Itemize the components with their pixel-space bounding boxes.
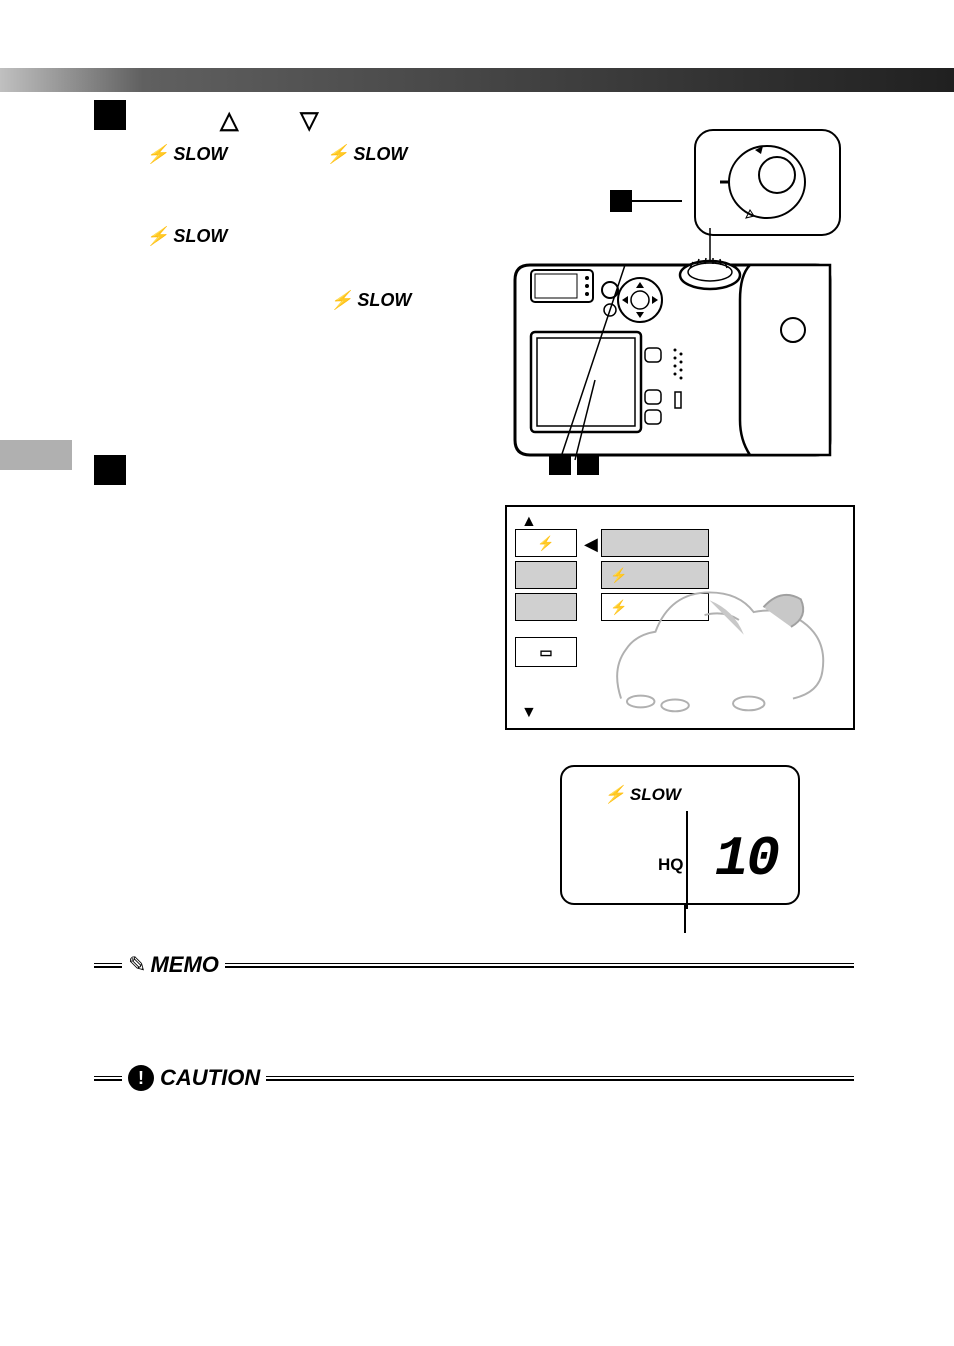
- caution-rule-left: [94, 1076, 122, 1081]
- caution-icon: !: [128, 1065, 154, 1091]
- menu-cell-r1: [515, 561, 577, 589]
- memo-rule-right: [225, 963, 854, 968]
- menu-cell-opt3: ⚡: [601, 593, 709, 621]
- menu-cell-card: ▭: [515, 637, 577, 667]
- pencil-icon: ✎: [128, 952, 146, 978]
- top-gradient-bar: [0, 68, 954, 92]
- caution-heading: ! CAUTION: [94, 1065, 854, 1091]
- lcd-frame-count: 10: [715, 827, 778, 891]
- menu-arrow-left-icon: ◀: [584, 534, 598, 555]
- slow-label-2: ⚡ SLOW: [326, 144, 407, 165]
- memo-rule-left: [94, 963, 122, 968]
- control-panel-lcd: ⚡ SLOW HQ 10: [560, 765, 800, 905]
- arrow-up-icon: △: [220, 106, 238, 135]
- camera-illustration: [505, 120, 855, 470]
- lcd-separator: [686, 811, 688, 909]
- slow-label-4: ⚡ SLOW: [330, 290, 411, 311]
- menu-cell-r2: [515, 593, 577, 621]
- side-page-tab: [0, 440, 72, 470]
- memo-label: MEMO: [150, 952, 218, 978]
- monitor-menu: ▲ ▼ ◀ ⚡ ▭ ⚡ ⚡: [505, 505, 855, 730]
- caution-rule-right: [266, 1076, 854, 1081]
- menu-cell-opt1: [601, 529, 709, 557]
- memo-heading: ✎ MEMO: [94, 952, 854, 978]
- arrow-down-icon: ▽: [300, 106, 318, 135]
- slow-label-1: ⚡ SLOW: [146, 144, 227, 165]
- menu-cell-opt2: ⚡: [601, 561, 709, 589]
- step-marker-3: [94, 100, 126, 130]
- menu-cell-flash: ⚡: [515, 529, 577, 557]
- lcd-slow-label: ⚡ SLOW: [604, 785, 681, 805]
- menu-arrow-down-icon: ▼: [521, 704, 537, 722]
- caution-label: CAUTION: [160, 1065, 260, 1091]
- slow-label-3: ⚡ SLOW: [146, 226, 227, 247]
- step-marker-4: [94, 455, 126, 485]
- lcd-callout-line: [684, 905, 686, 933]
- lcd-hq-label: HQ: [658, 855, 684, 875]
